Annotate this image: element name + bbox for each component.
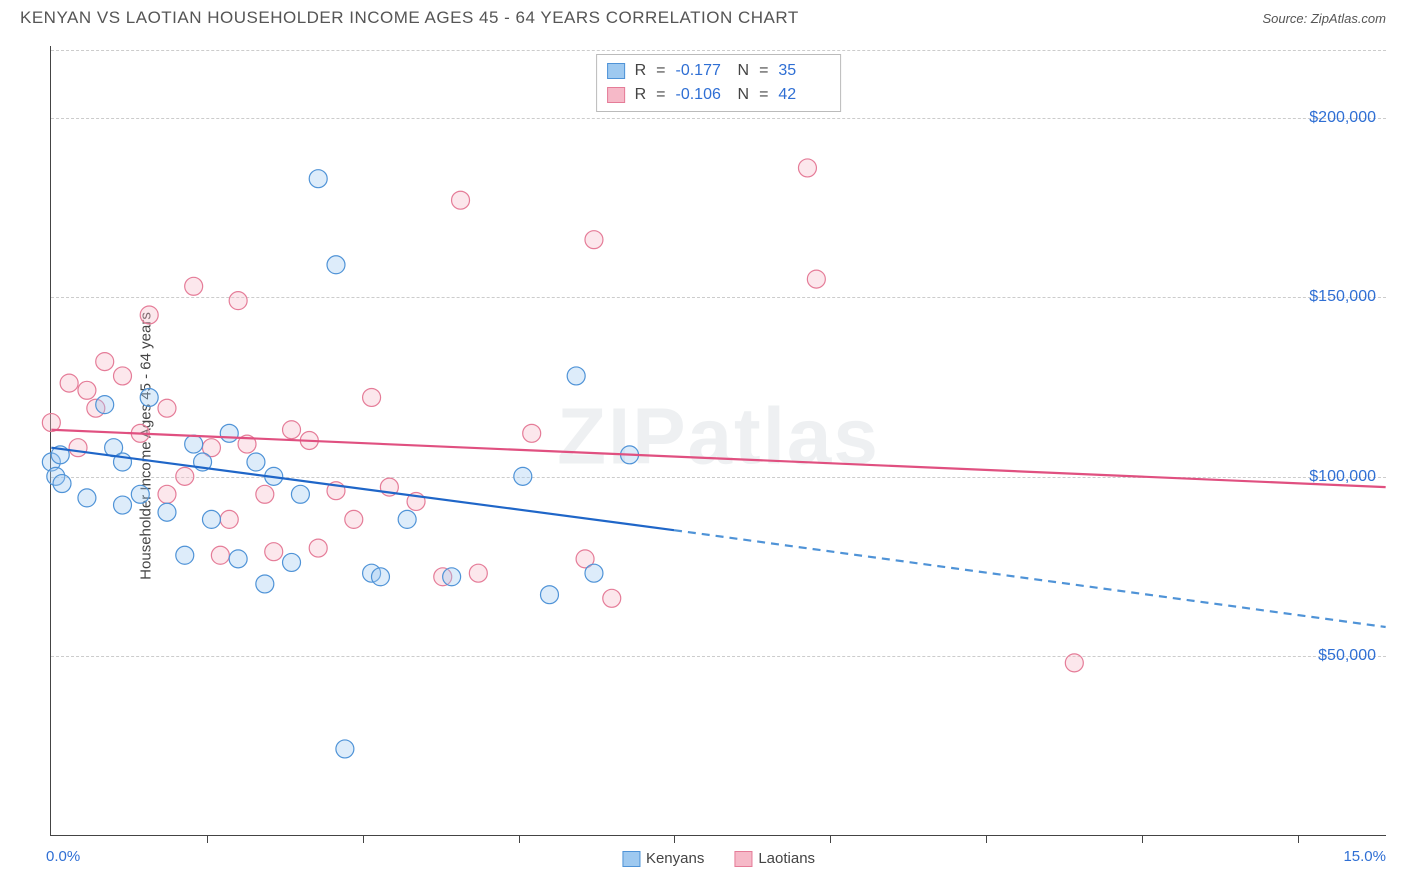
- laotians-point: [523, 424, 541, 442]
- laotians-point: [220, 510, 238, 528]
- laotians-legend-swatch: [734, 851, 752, 867]
- laotians-point: [283, 421, 301, 439]
- laotians-point: [229, 292, 247, 310]
- laotians-point: [211, 546, 229, 564]
- correlation-stats-box: R = -0.177 N = 35 R = -0.106 N = 42: [596, 54, 842, 112]
- kenyans-point: [185, 435, 203, 453]
- stats-row-kenyans: R = -0.177 N = 35: [607, 59, 831, 83]
- stats-row-laotians: R = -0.106 N = 42: [607, 83, 831, 107]
- y-tick-label: $50,000: [1318, 647, 1376, 665]
- laotians-point: [42, 414, 60, 432]
- y-tick-label: $100,000: [1309, 468, 1376, 486]
- kenyans-point: [229, 550, 247, 568]
- chart-plot-area: ZIPatlas R = -0.177 N = 35 R = -0.106 N …: [50, 46, 1386, 836]
- chart-title: KENYAN VS LAOTIAN HOUSEHOLDER INCOME AGE…: [20, 8, 799, 28]
- kenyans-point: [309, 170, 327, 188]
- scatter-plot-svg: [51, 46, 1386, 835]
- laotians-point: [265, 543, 283, 561]
- y-tick-label: $150,000: [1309, 288, 1376, 306]
- kenyans-point: [140, 388, 158, 406]
- kenyans-point: [371, 568, 389, 586]
- kenyans-point: [540, 586, 558, 604]
- laotians-point: [78, 381, 96, 399]
- laotians-point: [798, 159, 816, 177]
- kenyans-point: [78, 489, 96, 507]
- kenyans-point: [220, 424, 238, 442]
- kenyans-point: [291, 485, 309, 503]
- kenyans-point: [398, 510, 416, 528]
- x-axis-max-label: 15.0%: [1343, 848, 1386, 865]
- kenyans-point: [131, 485, 149, 503]
- kenyans-point: [585, 564, 603, 582]
- legend-item-kenyans: Kenyans: [622, 850, 704, 867]
- kenyans-point: [114, 496, 132, 514]
- kenyans-point: [443, 568, 461, 586]
- laotians-point: [158, 399, 176, 417]
- laotians-point: [114, 367, 132, 385]
- kenyans-point: [158, 503, 176, 521]
- laotians-point: [256, 485, 274, 503]
- source-attribution: Source: ZipAtlas.com: [1262, 11, 1386, 26]
- trend-line: [674, 530, 1386, 627]
- laotians-point: [69, 439, 87, 457]
- x-axis-min-label: 0.0%: [46, 848, 80, 865]
- kenyans-point: [327, 256, 345, 274]
- laotians-point: [1065, 654, 1083, 672]
- laotians-point: [807, 270, 825, 288]
- laotians-point: [176, 467, 194, 485]
- x-tick: [674, 835, 675, 843]
- kenyans-point: [256, 575, 274, 593]
- kenyans-point: [247, 453, 265, 471]
- kenyans-point: [96, 396, 114, 414]
- legend-item-laotians: Laotians: [734, 850, 815, 867]
- x-tick: [830, 835, 831, 843]
- kenyans-point: [53, 475, 71, 493]
- laotians-point: [363, 388, 381, 406]
- kenyans-swatch: [607, 63, 625, 79]
- laotians-point: [585, 231, 603, 249]
- kenyans-legend-swatch: [622, 851, 640, 867]
- kenyans-point: [176, 546, 194, 564]
- laotians-point: [603, 589, 621, 607]
- laotians-point: [60, 374, 78, 392]
- laotians-point: [452, 191, 470, 209]
- laotians-point: [158, 485, 176, 503]
- x-tick: [207, 835, 208, 843]
- kenyans-point: [336, 740, 354, 758]
- laotians-point: [96, 353, 114, 371]
- x-tick: [363, 835, 364, 843]
- x-tick: [986, 835, 987, 843]
- x-tick: [519, 835, 520, 843]
- laotians-point: [185, 277, 203, 295]
- laotians-point: [309, 539, 327, 557]
- kenyans-point: [567, 367, 585, 385]
- laotians-point: [469, 564, 487, 582]
- x-tick: [1298, 835, 1299, 843]
- y-tick-label: $200,000: [1309, 109, 1376, 127]
- laotians-point: [345, 510, 363, 528]
- kenyans-point: [202, 510, 220, 528]
- x-tick: [1142, 835, 1143, 843]
- laotians-point: [140, 306, 158, 324]
- laotians-swatch: [607, 87, 625, 103]
- legend: Kenyans Laotians: [622, 850, 815, 867]
- kenyans-point: [514, 467, 532, 485]
- kenyans-point: [283, 553, 301, 571]
